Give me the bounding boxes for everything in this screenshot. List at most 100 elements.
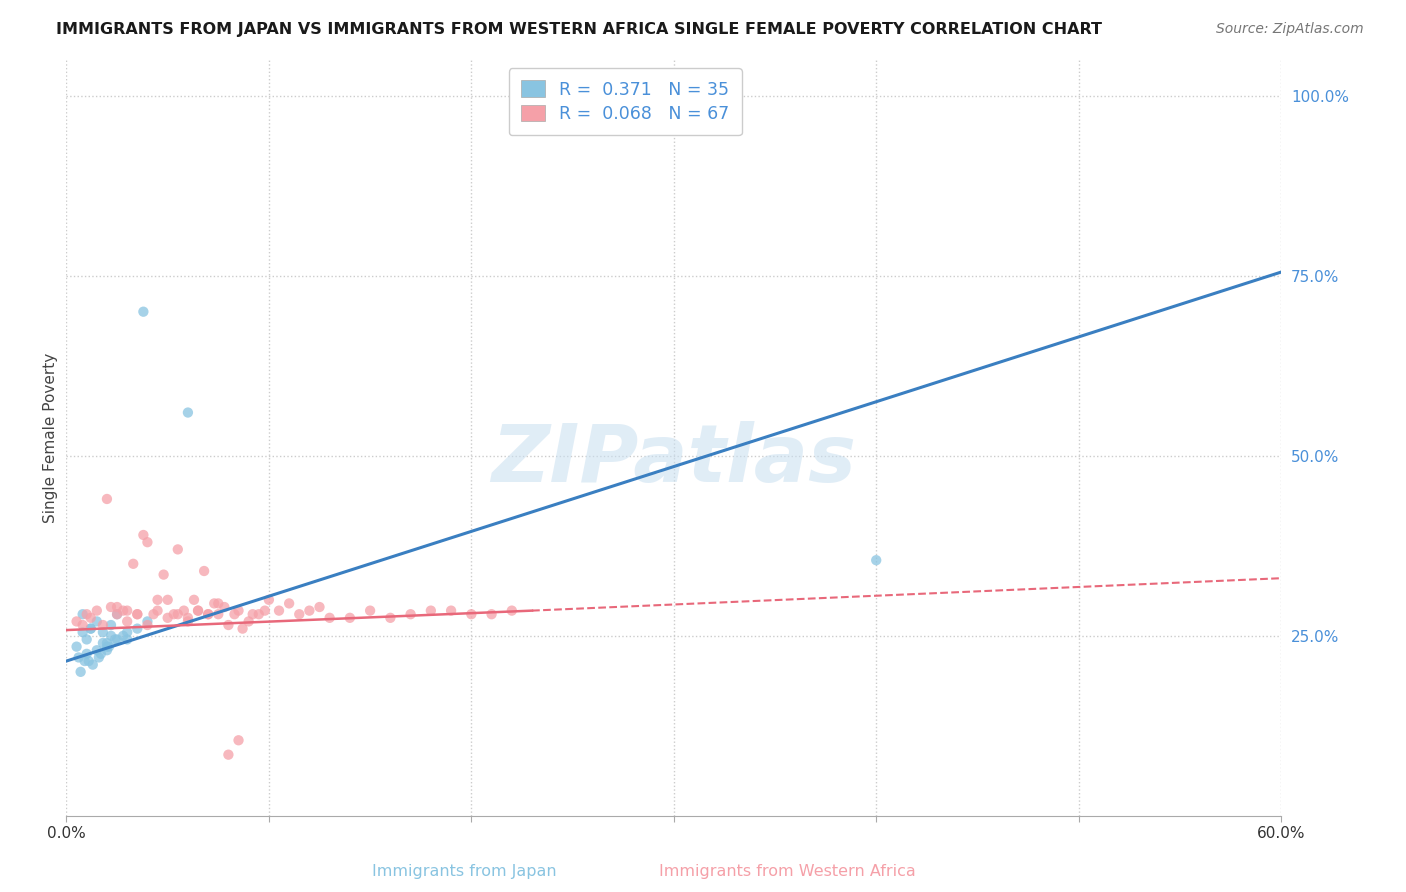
- Point: [72, 618, 94, 632]
- Point: [224, 607, 246, 622]
- Point: [166, 542, 188, 557]
- Point: [91, 636, 114, 650]
- Point: [132, 304, 155, 318]
- Point: [136, 618, 159, 632]
- Point: [399, 607, 422, 622]
- Point: [100, 600, 122, 615]
- Point: [207, 596, 229, 610]
- Point: [96, 640, 118, 654]
- Y-axis label: Single Female Poverty: Single Female Poverty: [44, 352, 58, 523]
- Point: [91, 625, 114, 640]
- Point: [96, 643, 118, 657]
- Point: [82, 657, 104, 672]
- Point: [257, 592, 280, 607]
- Point: [112, 629, 135, 643]
- Point: [76, 632, 98, 647]
- Point: [278, 596, 301, 610]
- Point: [104, 632, 127, 647]
- Point: [183, 592, 205, 607]
- Point: [197, 607, 219, 622]
- Point: [380, 611, 402, 625]
- Point: [115, 615, 138, 629]
- Point: [193, 564, 215, 578]
- Point: [87, 650, 110, 665]
- Point: [91, 618, 114, 632]
- Point: [197, 607, 219, 622]
- Legend: R =  0.371   N = 35, R =  0.068   N = 67: R = 0.371 N = 35, R = 0.068 N = 67: [509, 69, 741, 135]
- Point: [65, 640, 87, 654]
- Point: [253, 604, 276, 618]
- Point: [187, 604, 209, 618]
- Point: [72, 625, 94, 640]
- Point: [247, 607, 270, 622]
- Text: Source: ZipAtlas.com: Source: ZipAtlas.com: [1216, 22, 1364, 37]
- Point: [163, 607, 186, 622]
- Point: [65, 615, 87, 629]
- Point: [298, 604, 321, 618]
- Point: [865, 553, 887, 567]
- Point: [142, 607, 165, 622]
- Text: IMMIGRANTS FROM JAPAN VS IMMIGRANTS FROM WESTERN AFRICA SINGLE FEMALE POVERTY CO: IMMIGRANTS FROM JAPAN VS IMMIGRANTS FROM…: [56, 22, 1102, 37]
- Point: [76, 607, 98, 622]
- Point: [127, 607, 149, 622]
- Point: [122, 557, 145, 571]
- Point: [156, 592, 179, 607]
- Point: [146, 592, 169, 607]
- Point: [481, 607, 503, 622]
- Point: [72, 607, 94, 622]
- Point: [115, 604, 138, 618]
- Text: Immigrants from Western Africa: Immigrants from Western Africa: [659, 863, 915, 879]
- Point: [96, 491, 118, 506]
- Point: [80, 611, 103, 625]
- Point: [202, 596, 225, 610]
- Point: [156, 611, 179, 625]
- Point: [242, 607, 264, 622]
- Point: [419, 604, 441, 618]
- Point: [267, 604, 290, 618]
- Point: [96, 636, 118, 650]
- Point: [187, 604, 209, 618]
- Point: [501, 604, 523, 618]
- Point: [339, 611, 361, 625]
- Point: [127, 622, 149, 636]
- Point: [69, 665, 91, 679]
- Text: Immigrants from Japan: Immigrants from Japan: [371, 863, 557, 879]
- Point: [177, 611, 200, 625]
- Point: [98, 640, 121, 654]
- Point: [86, 604, 108, 618]
- Point: [288, 607, 311, 622]
- Point: [105, 607, 128, 622]
- Point: [105, 600, 128, 615]
- Point: [90, 647, 112, 661]
- Point: [112, 604, 135, 618]
- Point: [228, 733, 250, 747]
- Point: [80, 622, 103, 636]
- Point: [173, 604, 195, 618]
- Point: [100, 618, 122, 632]
- Point: [146, 604, 169, 618]
- Point: [460, 607, 482, 622]
- Point: [86, 643, 108, 657]
- Point: [76, 647, 98, 661]
- Point: [127, 607, 149, 622]
- Point: [105, 632, 128, 647]
- Point: [177, 405, 200, 419]
- Text: ZIPatlas: ZIPatlas: [491, 421, 856, 500]
- Point: [132, 528, 155, 542]
- Point: [67, 650, 90, 665]
- Point: [228, 604, 250, 618]
- Point: [166, 607, 188, 622]
- Point: [86, 615, 108, 629]
- Point: [73, 654, 96, 668]
- Point: [359, 604, 381, 618]
- Point: [115, 625, 138, 640]
- Point: [105, 607, 128, 622]
- Point: [440, 604, 463, 618]
- Point: [115, 632, 138, 647]
- Point: [100, 629, 122, 643]
- Point: [217, 618, 239, 632]
- Point: [238, 615, 260, 629]
- Point: [80, 622, 103, 636]
- Point: [308, 600, 330, 615]
- Point: [217, 747, 239, 762]
